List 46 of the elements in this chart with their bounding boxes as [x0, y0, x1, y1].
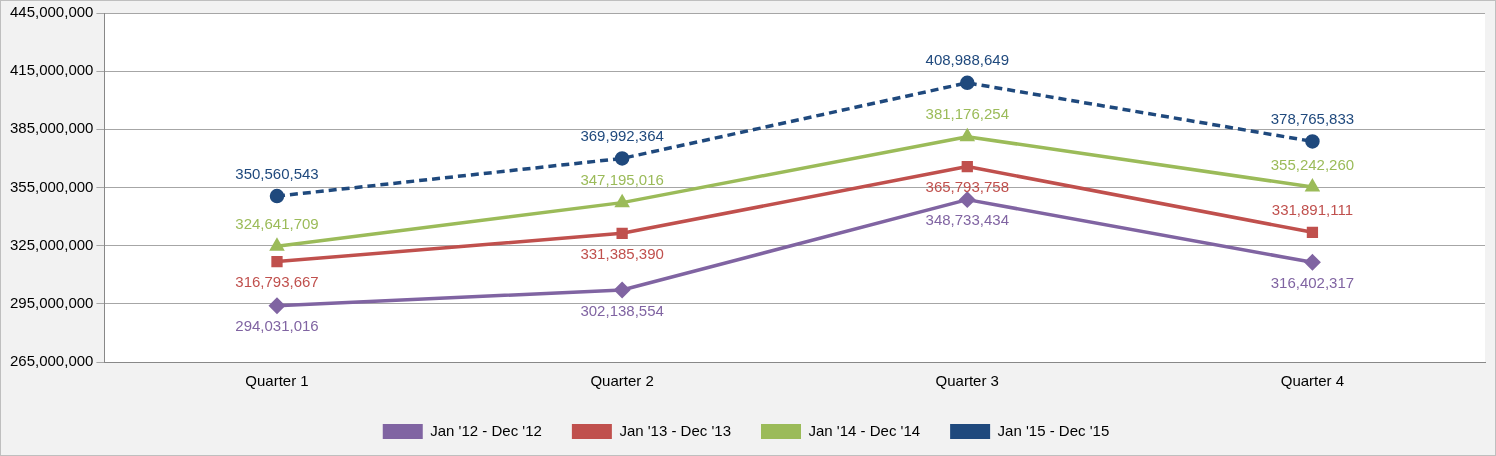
point — [269, 188, 285, 204]
y-tick-label: 385,000,000 — [9, 119, 94, 137]
point — [270, 239, 284, 251]
data-label: 331,891,111 — [1271, 200, 1354, 218]
x-tick-label: Quarter 1 — [245, 372, 309, 390]
data-label: 378,765,833 — [1270, 110, 1355, 128]
point — [271, 255, 283, 268]
data-label: 369,992,364 — [580, 127, 664, 145]
point — [960, 129, 974, 142]
y-tick-label: 415,000,000 — [9, 61, 94, 79]
point — [269, 297, 285, 314]
y-tick-label: 445,000,000 — [9, 3, 94, 21]
x-tick-label: Quarter 4 — [1280, 372, 1345, 390]
y-tick-label: 295,000,000 — [9, 293, 94, 311]
point — [1305, 134, 1320, 149]
data-label: 294,031,016 — [235, 317, 319, 335]
y-tick-label: 325,000,000 — [9, 235, 94, 253]
data-label: 331,385,390 — [580, 244, 664, 262]
data-label: 316,793,667 — [235, 273, 319, 291]
legend-label: Jan '12 - Dec '12 — [430, 421, 542, 439]
legend-label: Jan '13 - Dec '13 — [619, 421, 731, 439]
point — [960, 75, 975, 91]
legend-label: Jan '14 - Dec '14 — [808, 421, 921, 439]
data-label: 355,242,260 — [1270, 155, 1355, 173]
x-tick-label: Quarter 3 — [935, 372, 999, 390]
data-label: 324,641,709 — [235, 215, 319, 232]
x-tick-label: Quarter 2 — [590, 372, 654, 390]
y-tick-label: 265,000,000 — [9, 352, 94, 370]
legend-label: Jan '15 - Dec '15 — [997, 421, 1110, 439]
data-label: 316,402,317 — [1270, 273, 1355, 291]
point — [614, 151, 630, 166]
point — [615, 195, 629, 208]
data-label: 302,138,554 — [580, 301, 664, 319]
data-label: 381,176,254 — [925, 105, 1009, 123]
point — [1306, 226, 1319, 238]
data-label: 408,988,649 — [925, 51, 1009, 69]
point — [961, 160, 973, 173]
point — [1305, 179, 1319, 192]
point — [1304, 254, 1321, 271]
data-label: 347,195,016 — [580, 171, 664, 189]
point — [614, 282, 630, 298]
data-label: 365,793,758 — [925, 178, 1009, 196]
data-label: 348,733,434 — [925, 211, 1009, 229]
point — [616, 227, 628, 239]
data-label: 350,560,543 — [235, 164, 319, 182]
y-tick-label: 355,000,000 — [9, 177, 94, 195]
